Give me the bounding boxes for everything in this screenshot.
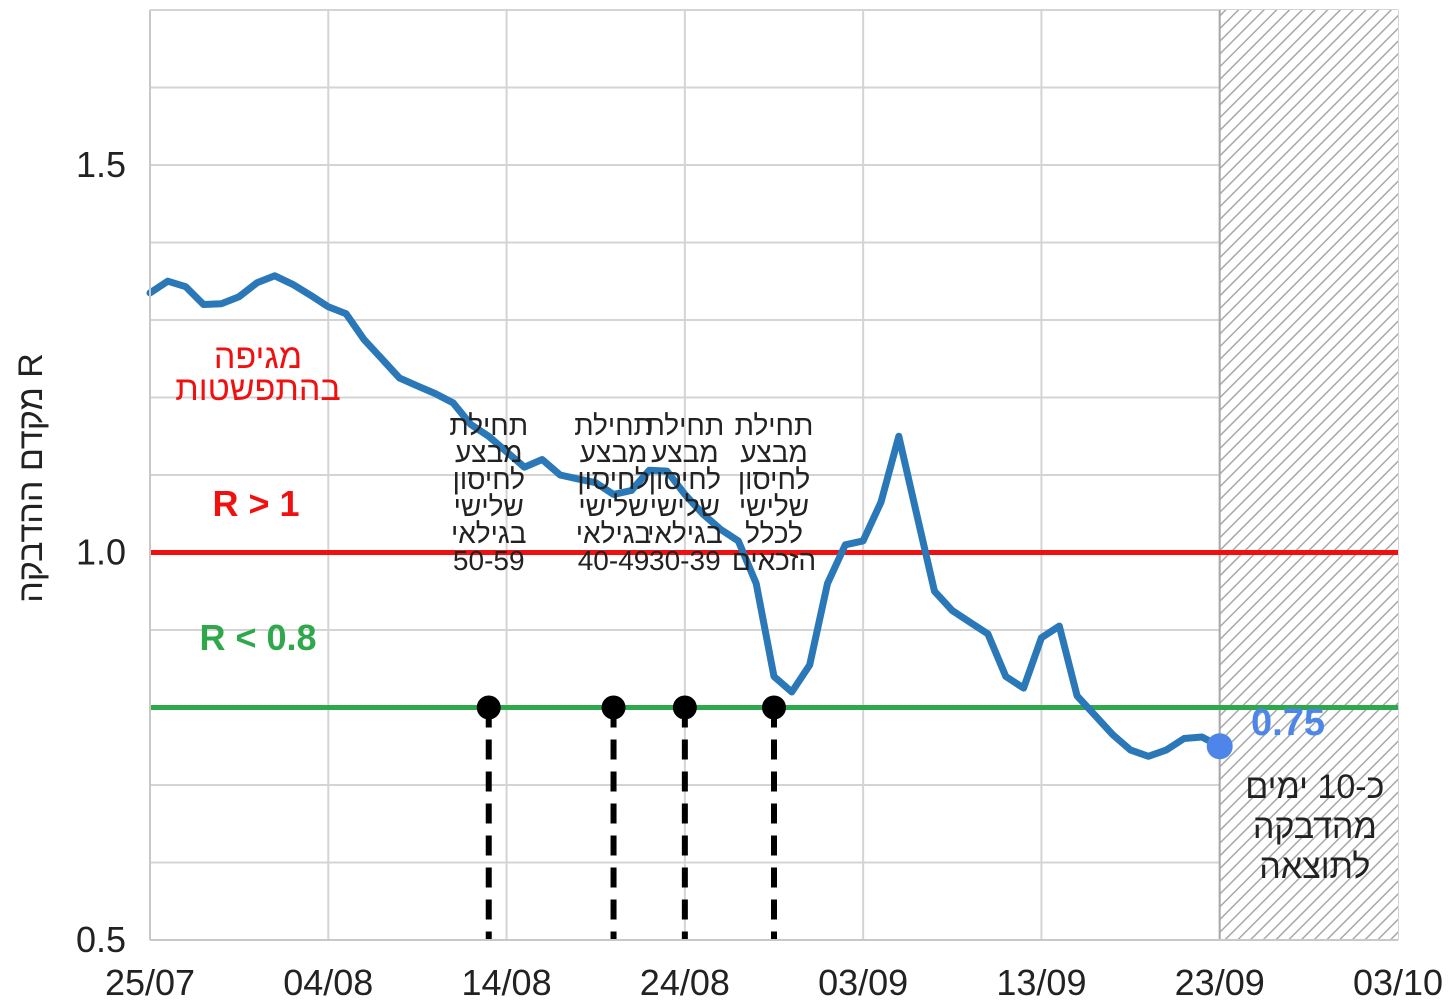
last-value-point bbox=[1206, 733, 1233, 760]
hatched-area bbox=[1219, 10, 1398, 940]
x-tick-label: 03/10 bbox=[1353, 962, 1443, 1001]
milestone-label-line: שלישי bbox=[650, 491, 720, 522]
x-tick-label: 23/09 bbox=[1175, 962, 1265, 1001]
milestone-label-line: שלישי bbox=[454, 491, 524, 522]
milestone-label-line: שלישי bbox=[578, 491, 648, 522]
y-tick-label: 1.5 bbox=[76, 144, 126, 185]
x-tick-label: 24/08 bbox=[640, 962, 730, 1001]
milestone-label-line: לכלל bbox=[745, 518, 803, 549]
delay-region-label-line: לתוצאה bbox=[1259, 848, 1370, 886]
reference-label-r-gt-1: R > 1 bbox=[212, 483, 299, 524]
milestone-label-line: מבצע bbox=[740, 437, 808, 468]
milestone-label-line: לחיסון bbox=[453, 464, 525, 495]
milestone-label-line: לחיסון bbox=[738, 464, 810, 495]
milestone-dot bbox=[762, 695, 786, 720]
series-layer bbox=[146, 272, 1233, 760]
x-tick-label: 13/09 bbox=[996, 962, 1086, 1001]
milestone-label-line: מבצע bbox=[580, 437, 648, 468]
epidemic-label-line: בהתפשטות bbox=[175, 370, 340, 408]
x-tick-label: 03/09 bbox=[818, 962, 908, 1001]
axes: 25/07 04/08 14/08 24/08 03/09 13/09 23/09 03/10… bbox=[12, 10, 1443, 1001]
milestone-label-line: לחיסון bbox=[649, 464, 721, 495]
milestone-label-line: תחילת bbox=[735, 410, 814, 441]
epidemic-label-line: מגיפה bbox=[214, 338, 302, 376]
milestone-label-line: בגילאי bbox=[576, 518, 652, 549]
milestone-label-line: תחילת bbox=[574, 410, 653, 441]
milestone-dot bbox=[672, 695, 697, 720]
delay-region-label-line: מהדבקה bbox=[1253, 808, 1377, 846]
milestone-label-line: תחילת bbox=[646, 410, 725, 441]
milestone-label-line: בגילאי bbox=[451, 518, 527, 549]
y-tick-label: 1.0 bbox=[76, 532, 126, 573]
milestone-label-line: תחילת bbox=[449, 410, 528, 441]
milestone-label-line: הזכאים bbox=[732, 545, 816, 576]
milestone-label-line: שלישי bbox=[739, 491, 809, 522]
y-tick-label: 0.5 bbox=[76, 919, 126, 960]
milestone-dot bbox=[601, 695, 626, 720]
series-line bbox=[146, 272, 1224, 760]
milestone-label-line: 30-39 bbox=[649, 545, 721, 576]
milestone-label-line: 50-59 bbox=[453, 545, 525, 576]
delay-region bbox=[1218, 10, 1398, 940]
milestone-dot bbox=[476, 695, 501, 720]
x-tick-label: 04/08 bbox=[283, 962, 373, 1001]
reference-label-r-lt-0-8: R < 0.8 bbox=[199, 617, 316, 658]
milestone-label-line: מבצע bbox=[651, 437, 719, 468]
milestone-label-line: בגילאי bbox=[647, 518, 723, 549]
last-value-label: 0.75 bbox=[1251, 702, 1325, 744]
milestone-label-line: מבצע bbox=[455, 437, 523, 468]
milestone-label-line: 40-49 bbox=[578, 545, 650, 576]
y-axis-label: מקדם ההדבקה R bbox=[12, 353, 50, 603]
milestones-layer bbox=[476, 695, 786, 940]
delay-region-label-line: כ-10 ימים bbox=[1245, 768, 1384, 806]
milestone-label-line: לחיסון bbox=[577, 464, 649, 495]
x-tick-label: 25/07 bbox=[105, 962, 195, 1001]
x-tick-label: 14/08 bbox=[462, 962, 552, 1001]
